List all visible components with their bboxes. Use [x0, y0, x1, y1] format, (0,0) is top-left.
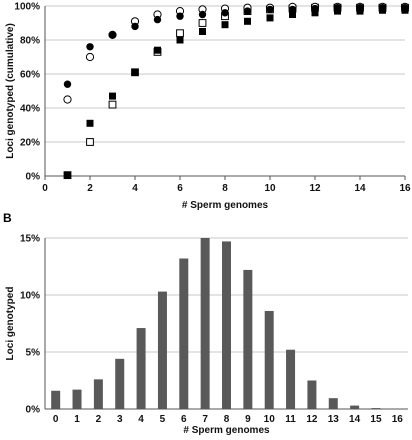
- y-tick-label-b: 10%: [20, 291, 40, 302]
- point-square-filled: [64, 171, 71, 179]
- y-tick-label-a: 40%: [20, 104, 40, 115]
- x-tick-label-b: 5: [160, 414, 166, 425]
- point-square-filled: [221, 21, 229, 29]
- panel-label-b: B: [3, 211, 12, 225]
- panel-a-chart: 0% 20% 40% 60% 80% 100% 0 2 4 6 8 10 12 14 16 # Sperm g…: [5, 2, 411, 212]
- point-square-filled: [109, 92, 116, 100]
- bar: [307, 380, 317, 409]
- y-axis-title-a: Loci genotyped (cumulative): [5, 23, 16, 159]
- point-square-filled: [176, 36, 184, 44]
- x-tick-label-b: 13: [328, 414, 340, 425]
- x-axis-title-a: # Sperm genomes: [182, 200, 269, 211]
- point-circle-filled: [108, 31, 117, 39]
- x-tick-label-a: 8: [222, 183, 228, 194]
- x-tick-label-b: 7: [202, 414, 208, 425]
- point-circle-filled: [153, 15, 162, 24]
- x-tick-label-b: 14: [349, 414, 361, 425]
- bar: [93, 379, 103, 409]
- y-tick-label-a: 0%: [26, 172, 41, 183]
- x-tick-label-b: 6: [181, 414, 187, 425]
- point-circle-filled: [131, 22, 139, 31]
- x-tick-label-a: 6: [177, 183, 183, 194]
- bar: [328, 398, 338, 409]
- point-square-filled: [289, 11, 296, 18]
- x-axis-title-b: # Sperm genomes: [183, 425, 270, 436]
- point-square-filled: [244, 17, 251, 25]
- bar: [72, 389, 82, 409]
- y-tick-label-a: 60%: [20, 70, 40, 81]
- x-tick-label-b: 3: [117, 414, 123, 425]
- point-circle-filled: [243, 7, 252, 15]
- y-tick-label-b: 15%: [20, 234, 40, 245]
- point-square-filled: [131, 68, 139, 76]
- point-circle-filled: [311, 4, 319, 13]
- point-square-open: [198, 19, 207, 27]
- x-tick-label-a: 0: [42, 183, 48, 194]
- point-circle-filled: [401, 3, 409, 12]
- point-circle-filled: [176, 12, 184, 20]
- bar: [286, 349, 296, 409]
- x-tick-label-a: 14: [354, 183, 366, 194]
- x-tick-label-a: 2: [87, 183, 93, 194]
- bar: [157, 291, 167, 409]
- y-tick-label-b: 5%: [26, 348, 41, 359]
- y-tick-label-b: 0%: [26, 405, 41, 416]
- x-tick-label-b: 1: [74, 414, 80, 425]
- point-square-filled: [154, 46, 161, 54]
- bar: [115, 358, 125, 409]
- point-square-open: [108, 100, 117, 109]
- panel-b-chart: B0%5%10%15%0 1 2 3 4 5 6 7 8 9 10 11 12 13 14 15 16# Spe…: [3, 211, 408, 436]
- x-tick-label-b: 15: [370, 414, 382, 425]
- x-tick-label-b: 2: [96, 414, 102, 425]
- point-circle-filled: [378, 3, 387, 12]
- point-circle-filled: [86, 43, 94, 51]
- y-axis-title-b: Loci genotyped: [5, 287, 16, 361]
- point-square-filled: [199, 28, 206, 35]
- point-square-filled: [86, 119, 94, 127]
- point-circle-filled: [266, 5, 274, 14]
- x-tick-label-b: 9: [245, 414, 251, 425]
- x-tick-label-b: 8: [224, 414, 230, 425]
- point-square-filled: [266, 14, 274, 22]
- bar: [136, 328, 146, 409]
- bar: [350, 405, 360, 409]
- x-tick-label-a: 12: [309, 183, 321, 194]
- x-tick-label-a: 16: [399, 183, 411, 194]
- point-circle-filled: [63, 80, 72, 88]
- point-circle-open: [85, 52, 95, 62]
- y-tick-label-a: 100%: [14, 2, 40, 13]
- x-tick-label-b: 4: [138, 414, 144, 425]
- y-tick-label-a: 80%: [20, 36, 40, 47]
- bar: [222, 241, 231, 409]
- bar: [51, 390, 61, 409]
- point-circle-filled: [288, 5, 297, 14]
- x-tick-label-b: 12: [306, 414, 318, 425]
- bar: [179, 258, 189, 409]
- point-square-filled: [311, 9, 319, 17]
- y-tick-label-a: 20%: [20, 138, 40, 149]
- point-circle-filled: [356, 3, 364, 12]
- point-circle-filled: [198, 10, 207, 19]
- point-circle-filled: [333, 3, 342, 12]
- point-circle-open: [63, 95, 72, 104]
- bar: [200, 238, 210, 409]
- x-tick-label-a: 10: [264, 183, 276, 194]
- x-tick-label-b: 11: [285, 414, 296, 425]
- x-tick-label-b: 10: [264, 414, 276, 425]
- bar: [243, 269, 253, 409]
- x-tick-label-b: 0: [53, 414, 59, 425]
- point-square-open: [86, 138, 94, 146]
- point-circle-filled: [221, 9, 229, 17]
- x-tick-label-a: 4: [132, 183, 138, 194]
- point-square-open: [176, 29, 184, 38]
- x-tick-label-b: 16: [392, 414, 404, 425]
- bar: [264, 310, 274, 409]
